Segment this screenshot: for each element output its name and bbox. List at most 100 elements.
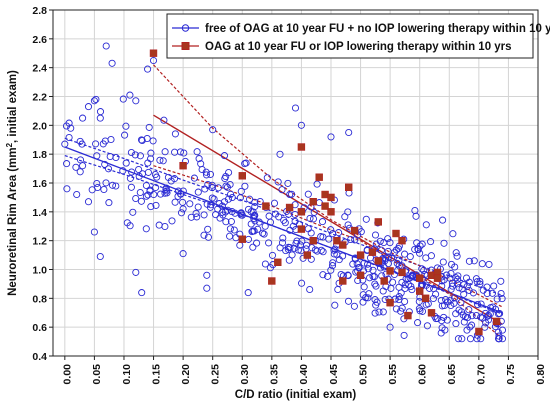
data-point-no-oag [142, 181, 150, 190]
data-point-no-oag [454, 272, 462, 280]
data-point-no-oag [438, 282, 446, 290]
data-point-no-oag [122, 122, 130, 130]
data-point-no-oag [186, 200, 194, 208]
x-tick-label: 0.20 [180, 364, 192, 385]
data-point-no-oag [493, 295, 501, 303]
data-point-no-oag [84, 103, 93, 111]
y-tick-label: 1.2 [32, 236, 47, 248]
data-point-no-oag [105, 199, 113, 207]
ci-upper-no-oag [64, 137, 503, 296]
data-point-no-oag [210, 195, 218, 203]
data-point-oag [339, 241, 347, 249]
data-point-no-oag [276, 244, 284, 252]
data-point-no-oag [259, 229, 267, 237]
data-point-no-oag [167, 177, 175, 185]
data-point-no-oag [237, 187, 245, 195]
data-point-no-oag [136, 152, 144, 160]
data-point-no-oag [104, 165, 113, 173]
data-point-no-oag [162, 184, 170, 192]
data-point-no-oag [76, 168, 84, 176]
data-point-no-oag [334, 285, 342, 294]
data-point-no-oag [306, 214, 314, 222]
data-point-no-oag [225, 168, 233, 177]
data-point-oag [274, 258, 282, 266]
data-point-no-oag [373, 298, 381, 306]
data-point-no-oag [418, 240, 426, 248]
data-point-no-oag [108, 59, 116, 67]
data-point-no-oag [447, 285, 455, 293]
data-point-no-oag [147, 149, 155, 157]
data-point-no-oag [290, 244, 298, 252]
data-point-no-oag [452, 249, 460, 257]
y-tick-label: 0.6 [32, 322, 47, 334]
y-tick-label: 2.4 [32, 63, 47, 75]
data-point-no-oag [318, 218, 327, 226]
data-point-no-oag [422, 221, 430, 229]
data-point-no-oag [144, 65, 152, 73]
data-point-no-oag [250, 227, 258, 235]
data-point-no-oag [443, 316, 451, 324]
data-point-oag [238, 172, 246, 180]
data-point-no-oag [137, 197, 145, 205]
data-point-no-oag [100, 185, 108, 194]
data-point-no-oag [208, 184, 216, 192]
data-point-no-oag [449, 230, 457, 238]
data-point-no-oag [416, 242, 424, 250]
data-point-no-oag [406, 253, 414, 261]
data-point-no-oag [439, 216, 447, 224]
data-point-no-oag [317, 233, 325, 241]
data-point-no-oag [465, 306, 473, 314]
data-point-no-oag [136, 188, 144, 197]
data-point-no-oag [372, 240, 380, 248]
data-point-no-oag [159, 157, 167, 165]
x-tick-label: 0.65 [446, 364, 458, 385]
data-point-no-oag [268, 251, 277, 259]
data-point-no-oag [276, 150, 284, 158]
data-point-no-oag [485, 260, 493, 268]
data-point-no-oag [496, 309, 504, 318]
data-point-no-oag [119, 167, 127, 175]
data-point-oag [297, 208, 306, 216]
y-tick-label: 2.0 [32, 120, 47, 132]
data-point-no-oag [427, 252, 435, 260]
y-tick-label: 1.6 [32, 178, 47, 190]
data-point-no-oag [371, 231, 380, 239]
data-point-no-oag [200, 231, 208, 239]
data-point-no-oag [222, 182, 230, 190]
data-point-no-oag [270, 199, 279, 207]
data-point-no-oag [142, 225, 150, 233]
data-point-no-oag [452, 310, 460, 318]
data-point-no-oag [414, 246, 422, 254]
data-point-no-oag [149, 56, 158, 65]
data-point-no-oag [260, 230, 268, 238]
data-point-no-oag [147, 203, 155, 211]
y-tick-label: 1.4 [32, 207, 47, 219]
data-point-oag [339, 277, 347, 285]
data-point-no-oag [398, 304, 406, 312]
data-point-no-oag [453, 280, 462, 288]
data-point-no-oag [198, 165, 206, 174]
data-point-no-oag [411, 245, 419, 253]
data-point-oag [303, 251, 311, 259]
data-point-no-oag [497, 277, 505, 285]
data-point-no-oag [359, 291, 367, 299]
data-point-oag [415, 287, 424, 295]
data-point-no-oag [355, 264, 363, 272]
data-point-no-oag [132, 268, 140, 276]
data-point-oag [327, 193, 335, 202]
data-point-no-oag [313, 180, 321, 188]
data-point-no-oag [179, 187, 187, 195]
data-point-no-oag [129, 208, 137, 216]
data-point-no-oag [127, 183, 135, 191]
data-point-no-oag [149, 137, 157, 145]
data-point-no-oag [379, 287, 387, 295]
data-point-no-oag [459, 311, 467, 319]
data-point-no-oag [422, 281, 430, 289]
data-point-no-oag [146, 186, 154, 194]
data-point-no-oag [63, 185, 71, 193]
y-axis-title: Neuroretinal Rim Area (mm2, initial exam… [5, 70, 20, 296]
data-point-no-oag [313, 247, 321, 255]
data-point-oag [315, 173, 323, 181]
